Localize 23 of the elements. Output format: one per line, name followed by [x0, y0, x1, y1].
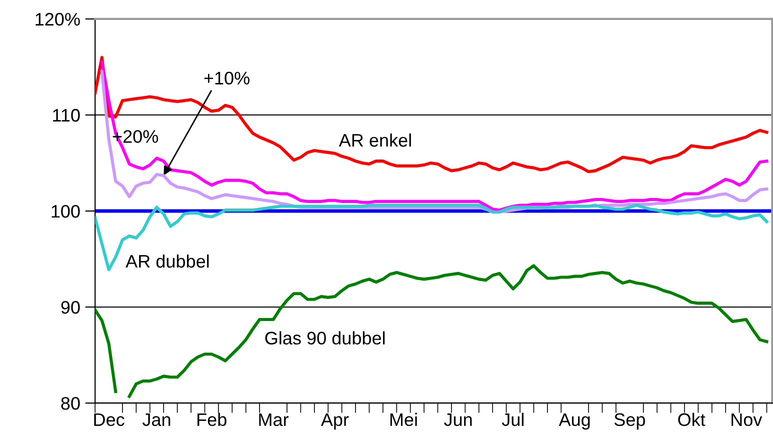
- line-series: [95, 204, 768, 272]
- line-series: [95, 56, 768, 174]
- x-tick-label: Aug: [558, 413, 590, 430]
- series-label: AR enkel: [338, 133, 411, 147]
- y-tick-label: 90: [61, 300, 80, 314]
- x-tick-label: Jan: [142, 413, 170, 426]
- series-label: AR dubbel: [126, 254, 209, 268]
- text: +10%: [204, 72, 250, 85]
- x-tick-label: Nov: [732, 413, 762, 426]
- x-tick-label: Okt: [678, 412, 706, 426]
- y-tick-label: 110: [53, 108, 80, 122]
- y-tick-label: 80: [61, 397, 80, 410]
- x-tick-label: Sep: [614, 413, 645, 430]
- x-tick-label: Mar: [259, 413, 289, 426]
- x-tick-label: Jul: [502, 412, 524, 426]
- y-tick-label: 100: [52, 204, 80, 218]
- x-tick-label: Jun: [444, 413, 472, 426]
- y-tick-label: 120%: [36, 12, 80, 26]
- x-tick-label: Mei: [390, 412, 417, 426]
- x-tick-label: Dec: [94, 413, 124, 426]
- series-label: Glas 90 dubbel: [265, 331, 385, 345]
- x-tick-label: Apr: [320, 413, 349, 430]
- x-tick-label: Feb: [198, 412, 226, 426]
